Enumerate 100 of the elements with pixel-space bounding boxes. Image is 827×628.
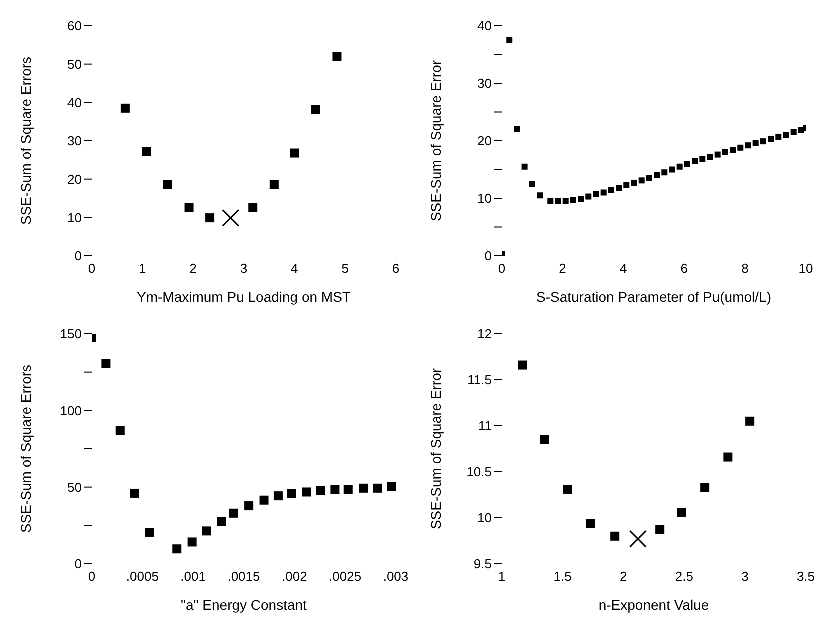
point xyxy=(217,517,226,526)
point xyxy=(631,180,638,186)
point xyxy=(229,508,238,518)
y-tick-label: 12 xyxy=(478,326,492,342)
point xyxy=(722,150,728,156)
point xyxy=(724,452,733,462)
point xyxy=(330,485,340,494)
x-tick-label: 6 xyxy=(680,261,688,276)
point xyxy=(184,203,194,212)
point xyxy=(172,544,182,554)
x-tick-label: 0 xyxy=(88,261,96,276)
point xyxy=(776,134,782,140)
y-axis-title: SSE-Sum of Square Errors xyxy=(18,364,34,534)
point xyxy=(662,170,668,176)
x-axis-title: Ym-Maximum Pu Loading on MST xyxy=(137,289,352,305)
y-tick-label: 20 xyxy=(478,134,492,149)
x-axis-title: "a" Energy Constant xyxy=(181,597,308,613)
point xyxy=(529,181,536,188)
point xyxy=(745,142,752,149)
point xyxy=(290,148,300,158)
point xyxy=(518,360,528,370)
point xyxy=(676,164,683,170)
x-axis-title: S-Saturation Parameter of Pu(umol/L) xyxy=(536,289,772,305)
x-tick-label: .0005 xyxy=(126,569,159,584)
point xyxy=(359,484,368,493)
x-tick-label: .0015 xyxy=(228,569,260,584)
x-tick-label: 0 xyxy=(498,261,506,276)
point xyxy=(373,484,382,493)
point xyxy=(270,180,279,190)
x-tick-label: .003 xyxy=(383,569,409,584)
y-tick-label: 11 xyxy=(478,418,492,434)
point xyxy=(714,152,721,158)
x-tick-label: 4 xyxy=(291,261,298,276)
point xyxy=(624,182,630,188)
point xyxy=(700,483,710,492)
x-tick-label: .002 xyxy=(282,569,308,584)
x-axis-title: n-Exponent Value xyxy=(598,597,710,613)
y-tick-label: 11.5 xyxy=(468,372,492,388)
point xyxy=(700,156,706,162)
x-tick-label: 1.5 xyxy=(554,569,572,584)
x-tick-label: 0 xyxy=(88,569,96,584)
point xyxy=(145,528,154,538)
point xyxy=(142,147,152,156)
point xyxy=(202,526,212,536)
point xyxy=(244,502,254,511)
x-tick-label: 3 xyxy=(742,569,749,584)
point xyxy=(610,532,620,541)
point xyxy=(760,138,766,145)
point xyxy=(188,538,197,547)
point xyxy=(586,194,592,200)
point xyxy=(302,488,312,497)
point xyxy=(260,496,269,505)
y-axis-title: SSE-Sum of Square Errors xyxy=(18,56,34,226)
y-tick-label: 10.5 xyxy=(466,464,492,480)
y-tick-label: 20 xyxy=(68,172,82,187)
point xyxy=(616,185,622,192)
point xyxy=(206,214,215,223)
point xyxy=(570,197,576,204)
y-tick-label: 0 xyxy=(74,556,82,572)
y-tick-label: 0 xyxy=(484,248,492,264)
x-tick-label: 3.5 xyxy=(796,569,816,584)
point xyxy=(332,52,342,62)
point xyxy=(638,178,645,184)
point xyxy=(600,190,607,196)
point xyxy=(730,147,736,154)
x-tick-label: 1 xyxy=(139,261,146,276)
point xyxy=(387,482,396,492)
point xyxy=(746,416,755,426)
point xyxy=(116,426,125,436)
point xyxy=(102,359,111,368)
point xyxy=(311,105,320,114)
point xyxy=(164,180,172,190)
point xyxy=(656,525,665,534)
x-tick-label: 5 xyxy=(342,261,349,276)
x-tick-label: 2 xyxy=(620,569,628,584)
point xyxy=(563,484,572,494)
x-tick-label: 1 xyxy=(498,569,506,584)
x-tick-label: 4 xyxy=(620,261,628,276)
point xyxy=(506,37,513,44)
point xyxy=(677,508,686,517)
point xyxy=(514,126,520,132)
point xyxy=(562,198,569,204)
y-tick-label: 10 xyxy=(478,510,492,526)
point xyxy=(120,104,130,113)
y-tick-label: 40 xyxy=(68,95,82,110)
y-axis-title: SSE-Sum of Square Error xyxy=(428,368,444,530)
point xyxy=(669,166,676,173)
x-tick-label: 2 xyxy=(190,261,197,276)
x-tick-label: 8 xyxy=(742,261,749,276)
y-tick-label: 10 xyxy=(478,191,492,206)
point xyxy=(752,140,759,146)
y-tick-label: 10 xyxy=(68,210,82,226)
point xyxy=(548,198,554,204)
point xyxy=(646,175,652,182)
point xyxy=(707,154,714,160)
x-tick-label: 6 xyxy=(392,261,400,276)
point xyxy=(783,132,790,138)
x-tick-label: 2.5 xyxy=(675,569,694,584)
y-tick-label: 30 xyxy=(478,76,492,92)
point xyxy=(578,196,584,202)
